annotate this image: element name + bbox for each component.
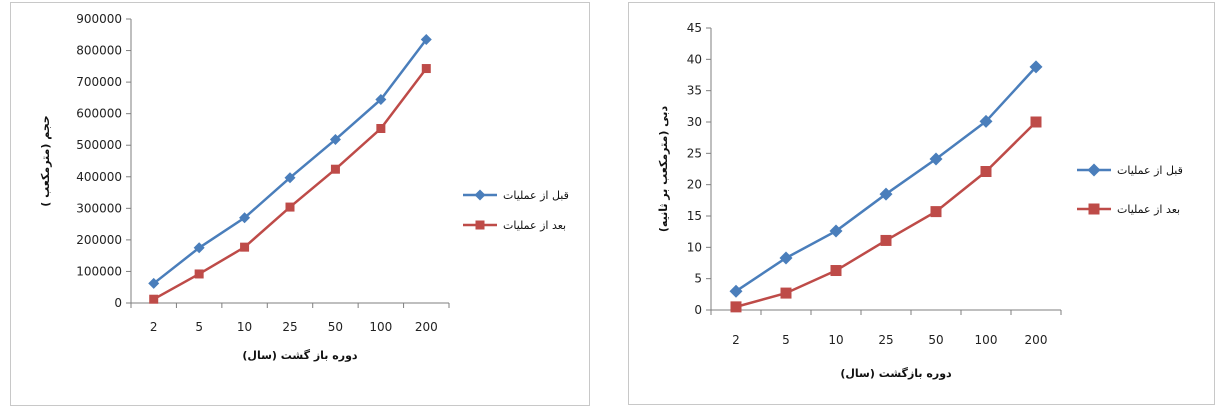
data-point-1-3: [285, 202, 295, 212]
data-point-0-0: [148, 277, 160, 289]
volume-chart: 0 100000 200000 300000 400000 500000 600000 700…: [39, 12, 569, 362]
data-point-1-4: [930, 206, 942, 218]
y-axis-title: دبی (مترمکعب بر ثانیه): [657, 106, 670, 233]
y-tick-label: 45: [687, 21, 702, 35]
y-tick-label: 200000: [76, 233, 122, 247]
data-point-1-5: [376, 123, 386, 133]
data-point-1-6: [421, 64, 431, 74]
data-point-0-4: [929, 152, 943, 166]
x-tick-label: 5: [782, 333, 790, 347]
x-tick-label: 200: [415, 320, 438, 334]
x-tick-label: 10: [828, 333, 843, 347]
x-tick-label: 2: [150, 320, 158, 334]
legend-label-0: قبل از عملیات: [503, 189, 569, 202]
chart-panel-discharge: 0 5 10 15 20 25 30 35 40 45 2 5 10 25 50 100 200 دوره باز…: [628, 2, 1215, 405]
data-point-1-1: [194, 269, 204, 279]
x-axis-title: دوره بازگشت (سال): [840, 367, 952, 380]
x-tick-label: 50: [328, 320, 343, 334]
x-tick-label: 100: [369, 320, 392, 334]
data-point-0-4: [329, 134, 341, 146]
y-tick-label: 600000: [76, 107, 122, 121]
data-point-0-6: [1029, 60, 1043, 74]
chart-panel-volume: 0 100000 200000 300000 400000 500000 600000 700…: [10, 2, 590, 406]
data-point-0-3: [879, 187, 893, 201]
data-point-1-1: [780, 287, 792, 299]
data-point-0-1: [779, 251, 793, 265]
x-tick-label: 25: [878, 333, 893, 347]
y-tick-label: 20: [687, 178, 702, 192]
y-tick-label: 700000: [76, 75, 122, 89]
data-point-0-2: [239, 212, 251, 224]
data-point-0-5: [979, 114, 993, 128]
data-point-0-2: [829, 224, 843, 238]
x-tick-label: 100: [975, 333, 998, 347]
series-line-1: [153, 67, 428, 301]
legend-label-1: بعد از عملیات: [1117, 203, 1180, 216]
data-point-0-0: [729, 284, 743, 298]
legend-label-1: بعد از عملیات: [503, 219, 566, 232]
data-point-1-6: [1030, 116, 1042, 128]
data-point-0-5: [375, 93, 387, 105]
y-tick-label: 300000: [76, 201, 122, 215]
y-tick-label: 400000: [76, 170, 122, 184]
y-tick-label: 30: [687, 115, 702, 129]
legend-label-0: قبل از عملیات: [1117, 164, 1183, 177]
x-tick-label: 10: [237, 320, 252, 334]
legend-marker-1: [1088, 203, 1100, 215]
legend-marker-0: [474, 189, 486, 201]
y-tick-label: 15: [687, 209, 702, 223]
x-tick-label: 2: [732, 333, 740, 347]
data-point-0-3: [284, 172, 296, 184]
data-point-1-0: [149, 294, 159, 304]
data-point-0-6: [420, 34, 432, 46]
y-tick-label: 100000: [76, 264, 122, 278]
series-line-1: [735, 121, 1037, 309]
legend-marker-0: [1087, 163, 1101, 177]
y-tick-label: 35: [687, 84, 702, 98]
data-point-1-2: [240, 242, 250, 252]
x-tick-label: 200: [1025, 333, 1048, 347]
y-axis-title: حجم (مترمکعب ): [39, 115, 52, 206]
data-point-0-1: [193, 242, 205, 254]
y-tick-label: 0: [694, 303, 702, 317]
x-tick-label: 5: [195, 320, 203, 334]
y-tick-label: 0: [114, 296, 122, 310]
data-point-1-4: [330, 164, 340, 174]
x-axis-title: دوره باز گشت (سال): [242, 349, 358, 362]
y-tick-label: 5: [694, 272, 702, 286]
y-tick-label: 40: [687, 52, 702, 66]
data-point-1-0: [730, 301, 742, 313]
legend-marker-1: [475, 220, 485, 230]
x-tick-label: 50: [928, 333, 943, 347]
y-tick-label: 10: [687, 240, 702, 254]
data-point-1-3: [880, 234, 892, 246]
y-tick-label: 900000: [76, 12, 122, 26]
data-point-1-5: [980, 166, 992, 178]
data-point-1-2: [830, 265, 842, 277]
x-tick-label: 25: [282, 320, 297, 334]
y-tick-label: 800000: [76, 44, 122, 58]
y-tick-label: 25: [687, 146, 702, 160]
y-tick-label: 500000: [76, 138, 122, 152]
